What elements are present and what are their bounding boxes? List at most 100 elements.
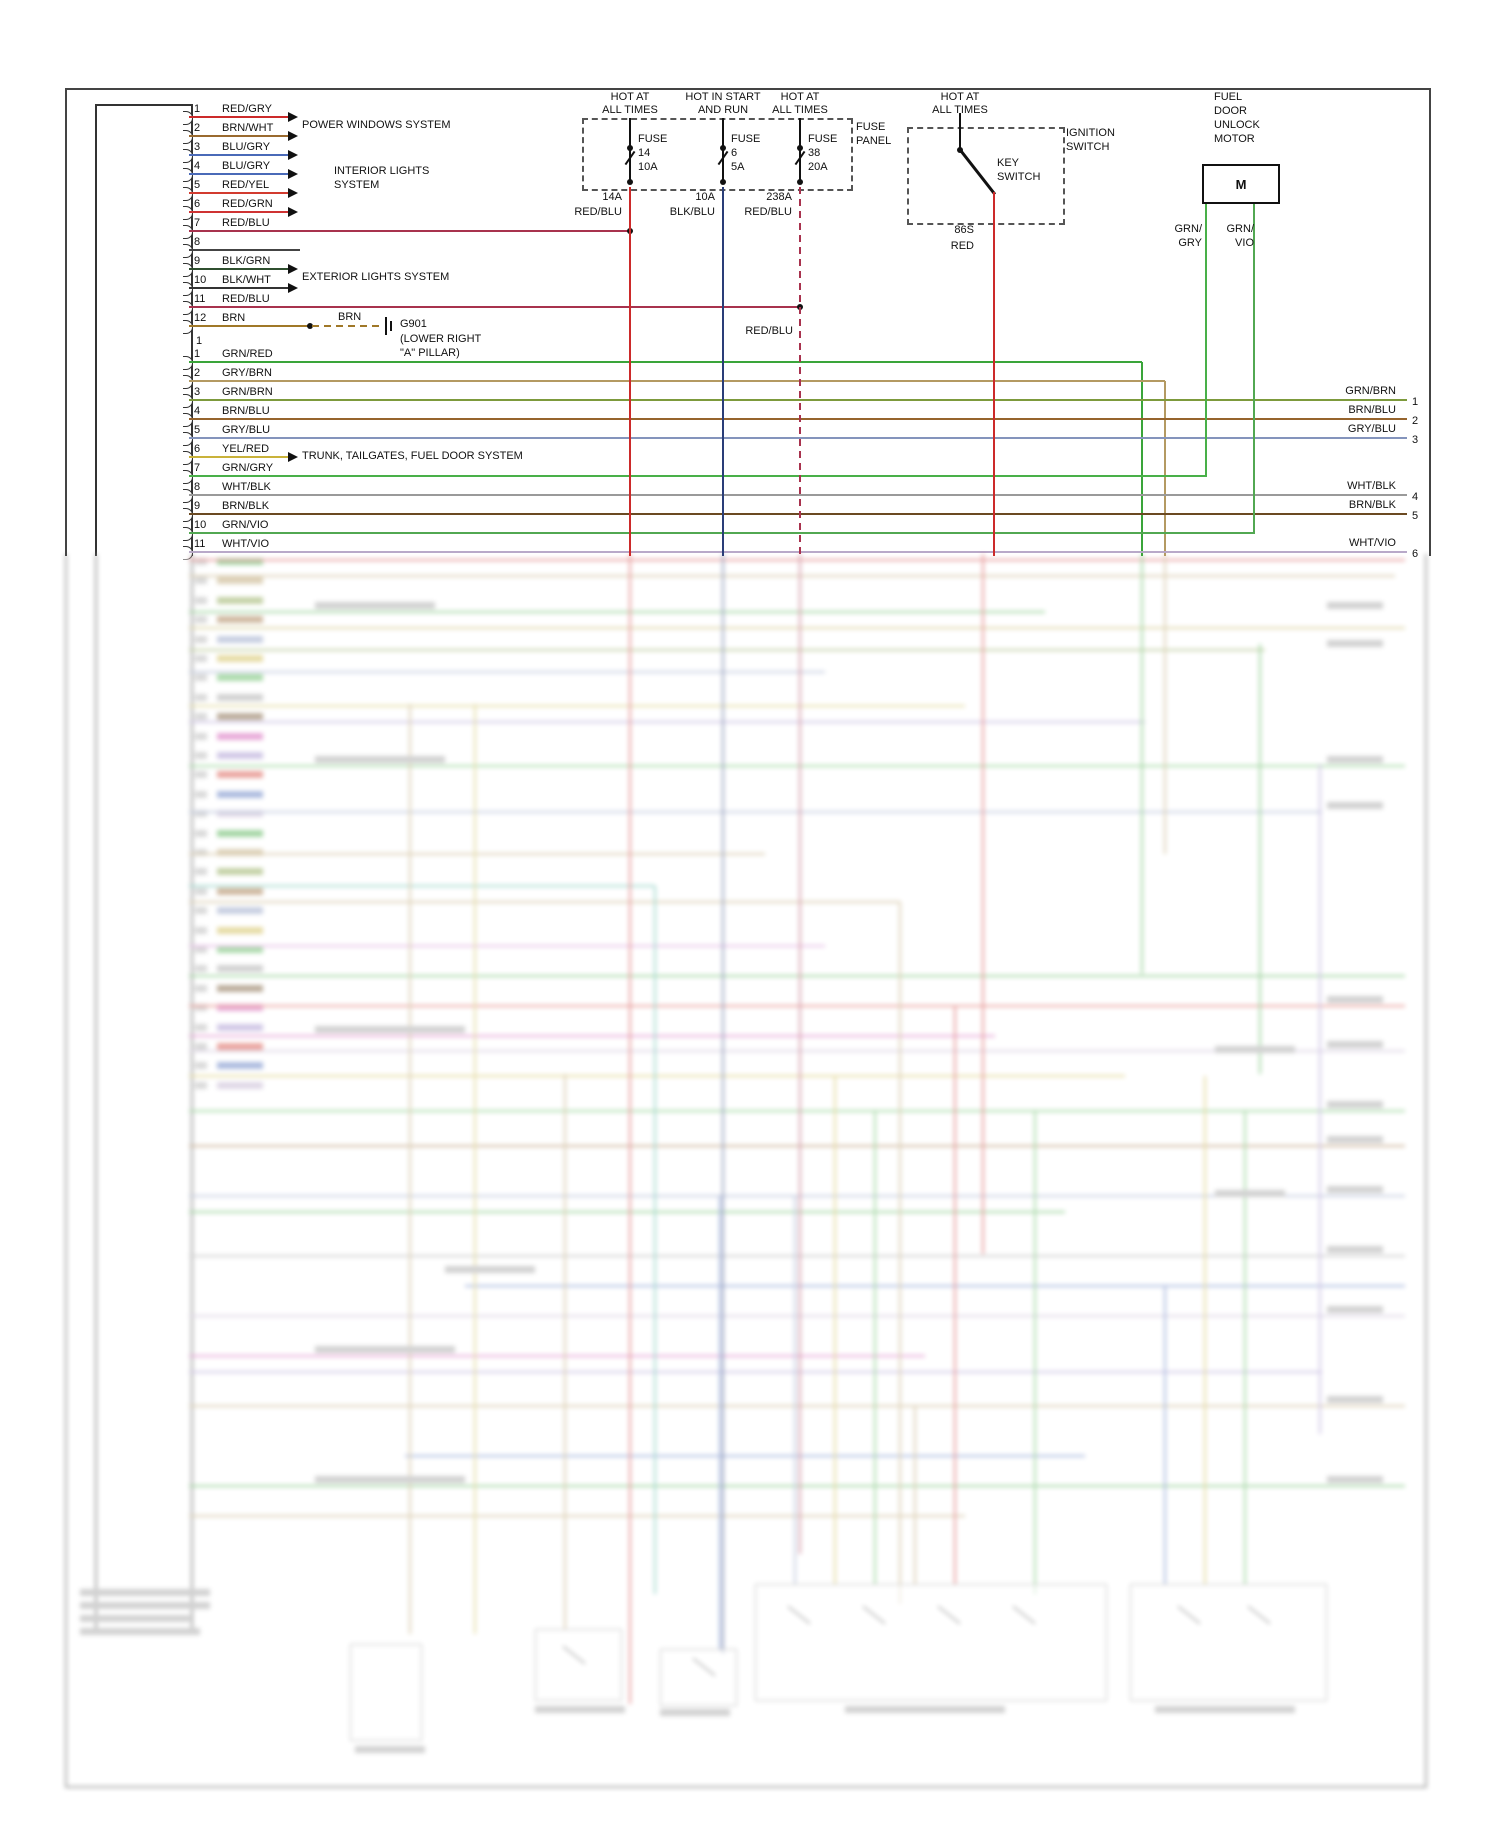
right-exit-label: GRN/BRN <box>1345 385 1396 397</box>
pin-number: 9 <box>194 255 201 267</box>
ignition-header-b: ALL TIMES <box>932 104 988 116</box>
ignition-header-a: HOT AT <box>940 91 980 103</box>
pin-number: 7 <box>194 217 201 229</box>
wire <box>959 113 961 149</box>
motor-wire1-label-b: GRY <box>1178 237 1202 249</box>
pin-number: 5 <box>194 424 201 436</box>
connector-notch <box>183 413 193 427</box>
blur-pin-label <box>217 887 263 895</box>
wire-color-label: GRY/BRN <box>222 367 272 379</box>
blur-text-bar <box>315 602 435 609</box>
wire <box>629 149 631 181</box>
blur-pin-number <box>195 887 207 895</box>
fuse-panel-label-2: PANEL <box>856 135 892 147</box>
connector-notch <box>183 263 193 277</box>
motor-wire2-label-b: VIO <box>1235 237 1254 249</box>
wire <box>189 1515 965 1517</box>
wire-color-label: RED/GRY <box>222 103 272 115</box>
wire <box>189 380 1165 382</box>
wire <box>189 211 288 213</box>
blur-text-bar <box>1327 640 1383 647</box>
connector-notch <box>183 470 193 484</box>
wire-color-label: GRN/GRY <box>222 462 274 474</box>
wire <box>189 551 1407 553</box>
blur-pin-number <box>195 577 207 585</box>
connector-notch <box>183 320 193 334</box>
pin-number: 11 <box>194 538 206 550</box>
blur-text-bar <box>1327 1186 1383 1193</box>
wire-color-label: RED/YEL <box>222 179 270 191</box>
wire <box>629 187 631 556</box>
fuse2-out-amp: 10A <box>695 191 715 203</box>
key-switch-label-1: KEY <box>997 157 1020 169</box>
blur-text-bar <box>80 1628 200 1635</box>
blur-pin-label <box>217 1043 263 1050</box>
blur-component-box <box>660 1649 737 1706</box>
ignition-name-1: IGNITION <box>1066 127 1115 139</box>
wire <box>1259 644 1261 1074</box>
blur-text-bar <box>1327 1041 1383 1048</box>
wire-color-label: RED/GRN <box>222 198 273 210</box>
wire <box>189 853 765 855</box>
arrowhead-icon <box>288 283 298 293</box>
wire <box>189 975 1405 977</box>
blur-pin-label <box>217 926 263 934</box>
wire <box>629 554 631 1704</box>
right-exit-label: WHT/VIO <box>1348 537 1396 549</box>
wire <box>189 361 1142 363</box>
wire <box>189 418 1407 420</box>
pin-number: 2 <box>194 122 201 134</box>
right-exit-number: 2 <box>1412 415 1419 427</box>
pin-number: 4 <box>194 405 201 417</box>
power-header-1b: ALL TIMES <box>602 104 658 116</box>
power-header-3a: HOT AT <box>780 91 820 103</box>
blur-text-bar <box>315 1346 455 1353</box>
blur-text-bar <box>1215 1190 1285 1197</box>
blur-pin-number <box>195 616 207 624</box>
fuse1-amp: 10A <box>638 161 658 173</box>
fuse2-id: 6 <box>731 147 738 159</box>
system-label-exterior-lights: EXTERIOR LIGHTS SYSTEM <box>302 271 450 283</box>
blur-pin-label <box>217 693 263 701</box>
wire <box>189 287 288 289</box>
wire <box>1141 362 1143 556</box>
blur-pin-number <box>195 1004 207 1012</box>
connector-notch <box>183 432 193 446</box>
blur-pin-label <box>217 732 263 740</box>
blur-pin-label <box>217 558 263 565</box>
right-exit-number: 3 <box>1412 434 1419 446</box>
fuse1-out-amp: 14A <box>602 191 622 203</box>
blur-pin-number <box>195 1023 207 1031</box>
wire <box>189 1035 995 1037</box>
blur-text-bar <box>1327 996 1383 1003</box>
wire <box>722 187 724 556</box>
wire <box>189 559 1405 561</box>
blur-pin-label <box>217 674 263 682</box>
wire <box>189 1315 1405 1317</box>
pin-number: 4 <box>194 160 201 172</box>
right-exit-label: GRY/BLU <box>1347 423 1396 435</box>
wire <box>189 575 1395 577</box>
blur-pin-label <box>217 810 263 818</box>
wire <box>189 116 288 118</box>
wire-color-label: BRN/BLU <box>222 405 270 417</box>
blur-pin-number <box>195 1081 207 1089</box>
fuse2-name: FUSE <box>731 133 761 145</box>
connector-notch <box>183 244 193 258</box>
wire-color-label: GRN/RED <box>222 348 273 360</box>
blur-pin-number <box>195 596 207 604</box>
blur-pin-number <box>195 849 207 856</box>
wire <box>189 1110 1405 1112</box>
ground-wire-label: BRN <box>338 311 362 323</box>
wire <box>189 1075 1125 1077</box>
wire-color-label: GRY/BLU <box>222 424 271 436</box>
system-label-interior-lights-2: SYSTEM <box>334 179 380 191</box>
wire <box>189 513 1407 515</box>
blur-component-box <box>1130 1584 1327 1701</box>
blur-text-bar <box>80 1615 190 1622</box>
connector-notch <box>183 527 193 541</box>
wire-color-label: BLK/GRN <box>222 255 271 267</box>
blur-pin-label <box>217 1004 263 1012</box>
wire-color-label: BLK/WHT <box>222 274 271 286</box>
ground-location-2: "A" PILLAR) <box>400 347 460 359</box>
